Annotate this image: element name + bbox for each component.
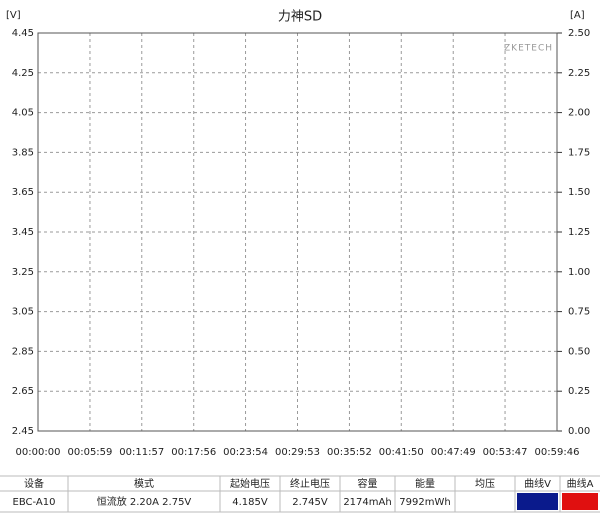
- y2-tick-label: 0.50: [568, 346, 590, 357]
- x-tick-label: 00:11:57: [119, 447, 164, 458]
- y-tick-label: 2.85: [12, 346, 34, 357]
- x-tick-label: 00:47:49: [431, 447, 476, 458]
- plot-frame: [37, 32, 558, 432]
- table-cell: 4.185V: [232, 497, 268, 508]
- x-tick-label: 00:35:52: [327, 447, 372, 458]
- y-tick-label: 3.45: [12, 227, 34, 238]
- series-swatch: [562, 493, 598, 510]
- y2-tick-label: 0.25: [568, 386, 590, 397]
- table-header: 终止电压: [290, 477, 330, 490]
- y2-tick-label: 1.75: [568, 147, 590, 158]
- y-tick-label: 4.25: [12, 68, 34, 79]
- table-cell: EBC-A10: [13, 497, 56, 508]
- x-tick-label: 00:00:00: [16, 447, 61, 458]
- table-header: 曲线A: [567, 477, 594, 490]
- y2-tick-label: 0.00: [568, 426, 590, 437]
- table-cell: 恒流放 2.20A 2.75V: [97, 495, 192, 508]
- y2-tick-label: 2.00: [568, 108, 590, 119]
- y2-unit: [A]: [570, 10, 585, 21]
- table-header: 均压: [475, 478, 495, 490]
- table-header: 设备: [24, 477, 44, 490]
- table-bg: [0, 474, 600, 529]
- y-tick-label: 2.65: [12, 386, 34, 397]
- y-tick-label: 3.85: [12, 147, 34, 158]
- y-tick-label: 3.65: [12, 187, 34, 198]
- series-swatch: [517, 493, 558, 510]
- table-cell: 2174mAh: [343, 497, 391, 508]
- y2-tick-label: 0.75: [568, 307, 590, 318]
- table-header: 曲线V: [524, 477, 551, 490]
- x-tick-label: 00:29:53: [275, 447, 320, 458]
- table-header: 能量: [415, 477, 435, 490]
- y2-tick-label: 2.25: [568, 68, 590, 79]
- table-header: 起始电压: [230, 477, 270, 490]
- table-header: 模式: [134, 477, 154, 490]
- x-tick-label: 00:17:56: [171, 447, 216, 458]
- y2-tick-label: 1.25: [568, 227, 590, 238]
- y-unit: [V]: [6, 10, 21, 21]
- x-tick-label: 00:05:59: [67, 447, 112, 458]
- watermark: ZKETECH: [504, 44, 553, 54]
- y-tick-label: 3.25: [12, 267, 34, 278]
- y-tick-label: 4.45: [12, 28, 34, 39]
- y-tick-label: 2.45: [12, 426, 34, 437]
- y2-tick-label: 1.50: [568, 187, 590, 198]
- y-tick-label: 3.05: [12, 307, 34, 318]
- chart-title: 力神SD: [278, 10, 322, 25]
- table-cell: 2.745V: [292, 497, 328, 508]
- x-tick-label: 00:59:46: [535, 447, 580, 458]
- table-header: 容量: [358, 477, 378, 490]
- x-tick-label: 00:41:50: [379, 447, 424, 458]
- table-cell: 7992mWh: [399, 497, 450, 508]
- x-tick-label: 00:53:47: [483, 447, 528, 458]
- y2-tick-label: 2.50: [568, 28, 590, 39]
- x-tick-label: 00:23:54: [223, 447, 268, 458]
- y2-tick-label: 1.00: [568, 267, 590, 278]
- y-tick-label: 4.05: [12, 108, 34, 119]
